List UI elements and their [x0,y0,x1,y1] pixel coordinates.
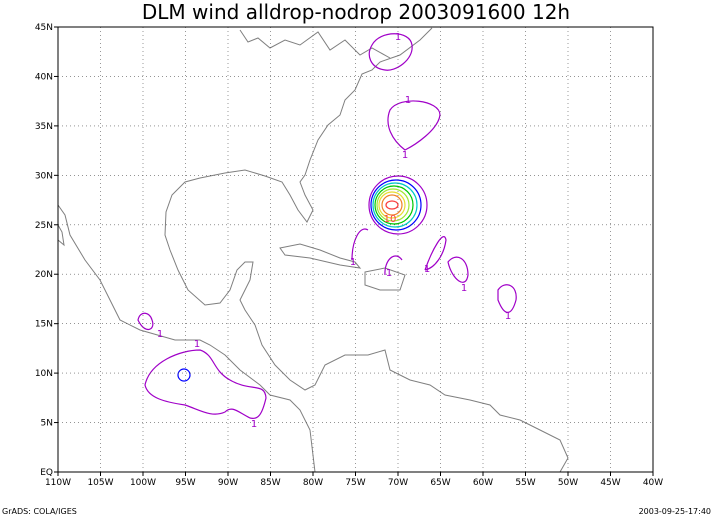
coastline [239,29,391,59]
x-tick-label: 105W [87,478,113,488]
contours [137,33,517,420]
x-tick-label: 75W [345,478,365,488]
y-tick-label: 30N [35,171,53,181]
grid [57,26,654,473]
title: DLM wind alldrop-nodrop 2003091600 12h [142,0,570,24]
x-tick-label: 80W [303,478,323,488]
y-tick-label: EQ [40,468,53,478]
contour [424,236,447,271]
contour-label: 1 [424,264,430,275]
frame [57,26,654,473]
x-tick-label: 65W [430,478,450,488]
contour [497,284,517,313]
contour [372,182,418,228]
contour [374,185,414,225]
contour [351,228,369,261]
y-tick-label: 35N [35,122,53,132]
y-tick-label: 25N [35,221,53,231]
contour [378,191,406,219]
contour-label: 1 [251,419,257,430]
x-tick-label: 60W [473,478,493,488]
contour-label: 1 [402,150,408,161]
contour [447,256,469,283]
x-tick-label: 95W [175,478,195,488]
cuba [279,243,362,269]
footer-left: GrADS: COLA/IGES [2,507,77,516]
y-tick-label: 5N [41,419,53,429]
y-tick-label: 40N [35,72,53,82]
contour [385,200,399,210]
coastline [57,224,65,247]
contour-label: 1 [194,339,200,350]
contour [384,255,403,276]
contour-label: 1 [350,257,356,268]
x-tick-label: 90W [218,478,238,488]
x-tick-label: 70W [388,478,408,488]
x-tick-label: 110W [45,478,71,488]
contour-label: 1 [461,283,467,294]
contour-label: 1 [395,32,401,43]
footer-right: 2003-09-25-17:40 [639,507,711,516]
contour [376,188,410,222]
contour-label: 1 [386,268,392,279]
contour [387,100,441,151]
x-tick-label: 40W [643,478,663,488]
coastlines [57,27,569,473]
x-tick-label: 50W [558,478,578,488]
contour [144,349,267,420]
coastline [164,27,569,473]
x-tick-label: 45W [600,478,620,488]
contour-label: 10 [384,214,397,225]
contour [368,33,413,71]
contour [177,368,191,382]
y-tick-label: 10N [35,369,53,379]
y-tick-label: 15N [35,320,53,330]
x-tick-label: 55W [515,478,535,488]
contour-label: 1 [505,311,511,322]
contour [370,179,422,231]
coastline [57,204,316,473]
x-tick-label: 100W [130,478,156,488]
contour [137,312,154,330]
x-tick-label: 85W [260,478,280,488]
y-tick-label: 45N [35,23,53,33]
y-tick-label: 20N [35,270,53,280]
contour-label: 1 [405,95,411,106]
contour-label: 1 [157,329,163,340]
contour [381,194,403,216]
